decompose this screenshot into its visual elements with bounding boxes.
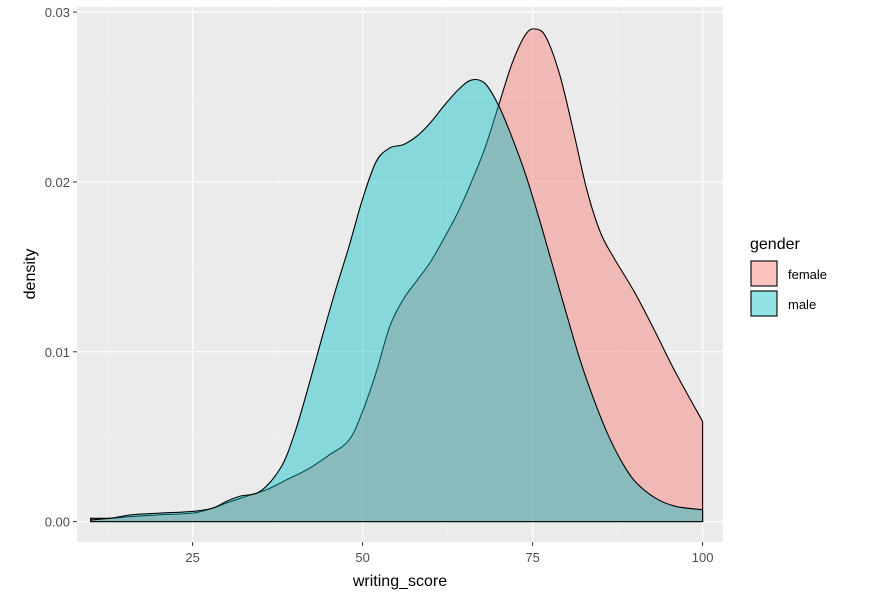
density-areas xyxy=(90,28,704,523)
legend-title: gender xyxy=(750,236,800,253)
y-tick-label: 0.02 xyxy=(45,175,70,190)
legend-label-male: male xyxy=(788,297,816,312)
y-tick-label: 0.03 xyxy=(45,5,70,20)
y-tick-label: 0.00 xyxy=(45,515,70,530)
x-tick-label: 25 xyxy=(185,550,199,565)
density-area-male xyxy=(90,78,704,523)
legend: gender female male xyxy=(750,236,827,317)
y-axis-title: density xyxy=(22,249,39,300)
x-tick-label: 100 xyxy=(692,550,714,565)
y-tick-label: 0.01 xyxy=(45,345,70,360)
x-axis-title: writing_score xyxy=(352,573,447,590)
minor-gridlines xyxy=(77,7,723,542)
x-axis: 25 50 75 100 xyxy=(185,542,713,565)
legend-label-female: female xyxy=(788,267,827,282)
legend-key-female xyxy=(750,260,778,287)
panel-background xyxy=(77,7,723,542)
x-tick-label: 75 xyxy=(525,550,539,565)
y-axis: 0.00 0.01 0.02 0.03 xyxy=(45,5,77,530)
legend-key-male xyxy=(750,290,778,317)
density-area-female xyxy=(90,28,704,523)
x-tick-label: 50 xyxy=(355,550,369,565)
